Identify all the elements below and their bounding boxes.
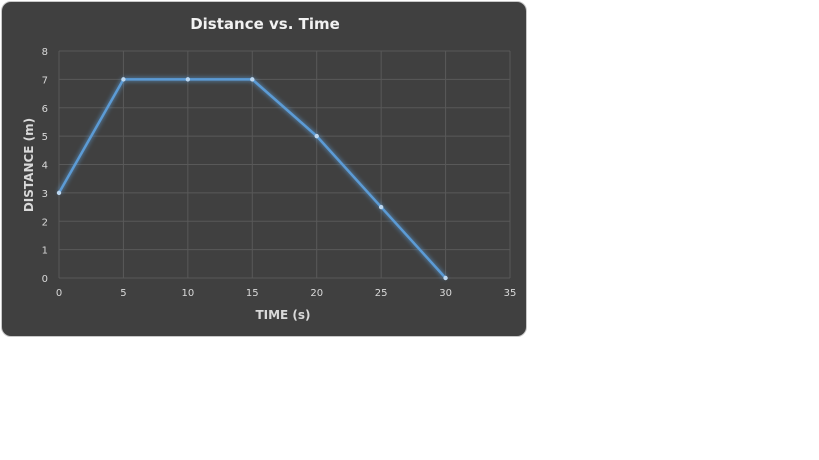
y-tick-label: 4 — [42, 161, 48, 172]
data-point — [185, 77, 191, 82]
x-tick-label: 25 — [375, 288, 388, 299]
y-tick-label: 3 — [42, 189, 48, 200]
x-tick-label: 20 — [310, 288, 323, 299]
data-point — [250, 77, 255, 82]
data-point — [378, 204, 384, 210]
x-tick-label: 15 — [246, 288, 259, 299]
y-tick-label: 5 — [42, 132, 48, 143]
y-tick-label: 0 — [42, 274, 48, 285]
chart-title: Distance vs. Time — [190, 15, 340, 33]
x-axis-ticks: 0 5 10 15 20 25 30 35 — [56, 288, 517, 299]
distance-time-chart: Distance vs. Time 0 1 2 3 4 5 6 7 8 0 5 10 15 20 25 30… — [22, 15, 517, 322]
data-point — [121, 77, 126, 82]
y-tick-label: 8 — [42, 47, 48, 58]
x-tick-label: 0 — [56, 288, 62, 299]
y-tick-label: 1 — [42, 246, 48, 257]
y-tick-label: 6 — [42, 104, 48, 115]
x-tick-label: 5 — [120, 288, 126, 299]
data-point — [314, 133, 319, 139]
y-tick-label: 7 — [42, 75, 48, 86]
chart-card: Distance vs. Time 0 1 2 3 4 5 6 7 8 0 5 10 15 20 25 30… — [1, 1, 527, 337]
x-tick-label: 10 — [181, 288, 194, 299]
data-point — [56, 190, 62, 196]
data-point — [443, 275, 448, 281]
x-tick-label: 30 — [439, 288, 452, 299]
y-axis-ticks: 0 1 2 3 4 5 6 7 8 — [42, 47, 48, 285]
x-tick-label: 35 — [504, 288, 517, 299]
x-axis-label: TIME (s) — [255, 308, 310, 322]
series-group — [56, 77, 448, 281]
y-axis-label: DISTANCE (m) — [22, 118, 36, 212]
y-tick-label: 2 — [42, 217, 48, 228]
gridlines — [58, 50, 511, 279]
